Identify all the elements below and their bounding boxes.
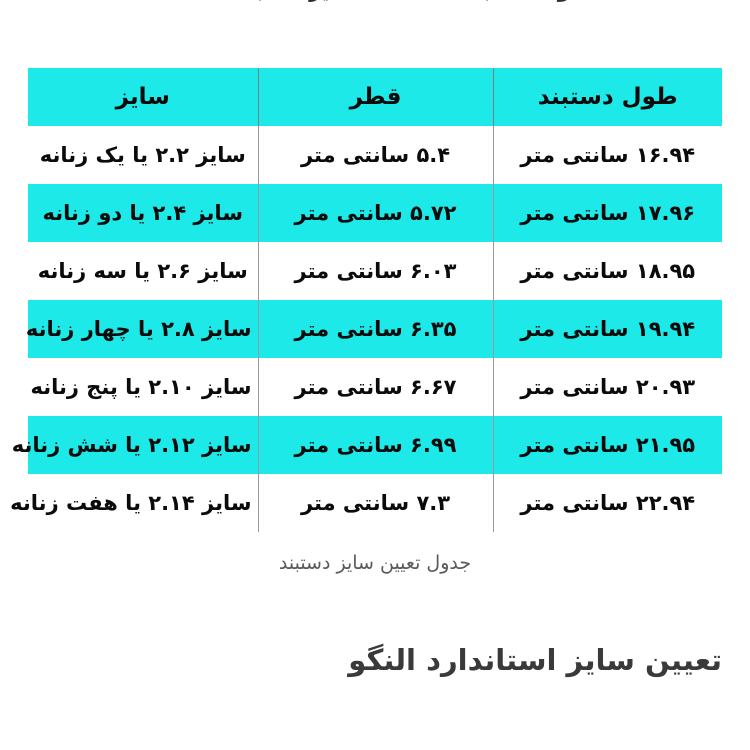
table-row: ۱۹.۹۴ سانتی متر ۶.۳۵ سانتی متر سایز ۲.۸ … (26, 300, 722, 358)
table-row: ۲۲.۹۴ سانتی متر ۷.۳ سانتی متر سایز ۲.۱۴ … (10, 474, 722, 532)
table-row: ۲۰.۹۳ سانتی متر ۶.۶۷ سانتی متر سایز ۲.۱۰… (28, 358, 722, 416)
cell-length: ۱۹.۹۴ سانتی متر (493, 300, 722, 358)
column-header-diameter: قطر (258, 68, 494, 126)
cell-size: سایز ۲.۱۴ یا هفت زنانه (10, 474, 259, 532)
cell-size: سایز ۲.۱۰ یا پنج زنانه (28, 358, 259, 416)
cell-diameter: ۵.۷۲ سانتی متر (258, 184, 494, 242)
cell-diameter: ۶.۶۷ سانتی متر (258, 358, 494, 416)
table-header-row: طول دستبند قطر سایز (28, 68, 722, 126)
cell-size: سایز ۲.۱۲ یا شش زنانه (12, 416, 259, 474)
cell-size: سایز ۲.۴ یا دو زنانه (28, 184, 259, 242)
cell-size: سایز ۲.۲ یا یک زنانه (28, 126, 259, 184)
bracelet-size-table: طول دستبند قطر سایز ۱۶.۹۴ سانتی متر ۵.۴ … (10, 68, 722, 532)
truncated-paragraph-text: شود. عدد به دست آمده سایز دستبند شماست. (140, 0, 590, 2)
table-row: ۱۶.۹۴ سانتی متر ۵.۴ سانتی متر سایز ۲.۲ ی… (28, 126, 722, 184)
table-body: ۱۶.۹۴ سانتی متر ۵.۴ سانتی متر سایز ۲.۲ ی… (10, 126, 722, 532)
cell-diameter: ۶.۳۵ سانتی متر (258, 300, 494, 358)
table-row: ۱۸.۹۵ سانتی متر ۶.۰۳ سانتی متر سایز ۲.۶ … (28, 242, 722, 300)
table-row: ۲۱.۹۵ سانتی متر ۶.۹۹ سانتی متر سایز ۲.۱۲… (12, 416, 722, 474)
cell-length: ۱۶.۹۴ سانتی متر (493, 126, 722, 184)
cell-diameter: ۵.۴ سانتی متر (258, 126, 494, 184)
cell-length: ۱۷.۹۶ سانتی متر (493, 184, 722, 242)
table-header: طول دستبند قطر سایز (28, 68, 722, 126)
page-section-heading: تعیین سایز استاندارد النگو (348, 643, 722, 677)
cell-diameter: ۶.۹۹ سانتی متر (258, 416, 494, 474)
cell-diameter: ۷.۳ سانتی متر (258, 474, 494, 532)
bracelet-size-table-container: طول دستبند قطر سایز ۱۶.۹۴ سانتی متر ۵.۴ … (10, 68, 722, 532)
cell-length: ۲۲.۹۴ سانتی متر (493, 474, 722, 532)
cell-length: ۲۱.۹۵ سانتی متر (493, 416, 722, 474)
table-row: ۱۷.۹۶ سانتی متر ۵.۷۲ سانتی متر سایز ۲.۴ … (28, 184, 722, 242)
truncated-paragraph: شود. عدد به دست آمده سایز دستبند شماست. (0, 0, 750, 22)
column-header-size: سایز (28, 68, 259, 126)
cell-size: سایز ۲.۸ یا چهار زنانه (26, 300, 259, 358)
cell-length: ۱۸.۹۵ سانتی متر (493, 242, 722, 300)
cell-length: ۲۰.۹۳ سانتی متر (493, 358, 722, 416)
column-header-length: طول دستبند (493, 68, 722, 126)
table-caption: جدول تعیین سایز دستبند (278, 552, 472, 574)
cell-size: سایز ۲.۶ یا سه زنانه (28, 242, 259, 300)
cell-diameter: ۶.۰۳ سانتی متر (258, 242, 494, 300)
